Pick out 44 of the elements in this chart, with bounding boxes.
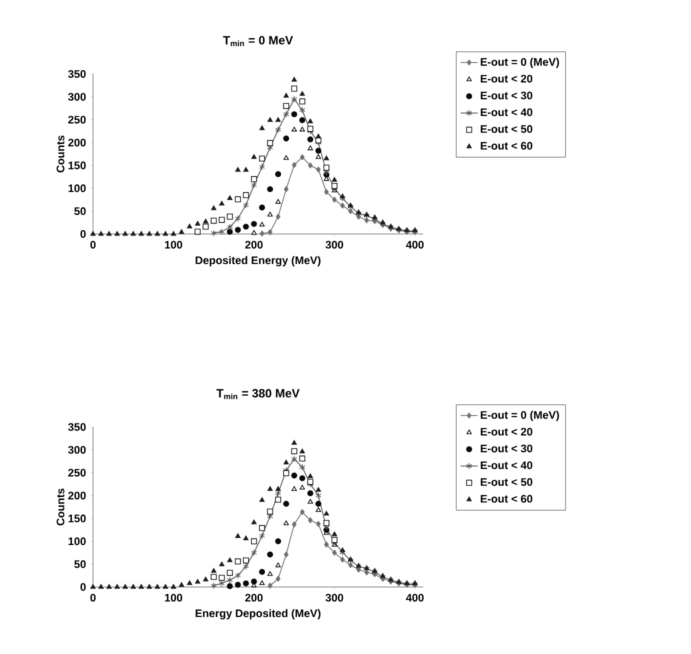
y-tick-label: 150 <box>68 514 86 522</box>
legend-label: E-out < 50 <box>480 125 532 133</box>
y-tick-label: 350 <box>68 423 86 431</box>
x-tick-label: 100 <box>165 240 182 249</box>
x-axis-title: Deposited Energy (MeV) <box>196 256 320 266</box>
y-tick-label: 50 <box>74 207 86 216</box>
legend-label: E-out < 60 <box>480 142 532 150</box>
x-axis-title: Energy Deposited (MeV) <box>196 609 320 620</box>
x-tick-label: 400 <box>406 594 424 602</box>
x-tick-label: 300 <box>326 594 344 602</box>
chart-title: T$_{min}$ = 0 MeV <box>223 36 293 46</box>
legend-label: E-out < 30 <box>480 444 532 452</box>
x-tick-label: 200 <box>245 594 263 602</box>
y-tick-label: 200 <box>68 492 86 500</box>
y-tick-label: 300 <box>68 92 86 101</box>
legend-label: E-out < 30 <box>480 92 532 100</box>
y-tick-label: 150 <box>68 162 86 170</box>
legend-label: E-out < 50 <box>480 478 532 486</box>
legend-label: E-out = 0 (MeV) <box>480 58 559 68</box>
y-tick-label: 250 <box>68 468 86 477</box>
y-tick-label: 0 <box>80 230 86 238</box>
x-tick-label: 400 <box>406 240 424 249</box>
legend-label: E-out < 40 <box>480 108 532 116</box>
x-tick-label: 0 <box>90 594 96 602</box>
y-tick-label: 350 <box>68 70 86 78</box>
y-tick-label: 200 <box>68 138 86 146</box>
legend-label: E-out = 0 (MeV) <box>480 410 559 421</box>
y-tick-label: 300 <box>68 446 86 454</box>
y-tick-label: 0 <box>80 583 86 591</box>
chart-title: T$_{min}$ = 380 MeV <box>216 389 300 400</box>
y-axis-title: Counts <box>56 488 64 526</box>
legend-label: E-out < 40 <box>480 461 532 470</box>
y-tick-label: 100 <box>68 537 86 546</box>
y-tick-label: 50 <box>74 560 86 568</box>
x-tick-label: 0 <box>90 240 96 249</box>
legend-label: E-out < 20 <box>480 74 532 83</box>
x-tick-label: 200 <box>245 240 263 249</box>
x-tick-label: 100 <box>165 594 182 602</box>
x-tick-label: 300 <box>326 240 344 249</box>
y-tick-label: 100 <box>68 184 86 192</box>
y-axis-title: Counts <box>56 136 64 172</box>
legend-label: E-out < 20 <box>480 428 532 436</box>
legend-label: E-out < 60 <box>480 494 532 503</box>
y-tick-label: 250 <box>68 116 86 124</box>
